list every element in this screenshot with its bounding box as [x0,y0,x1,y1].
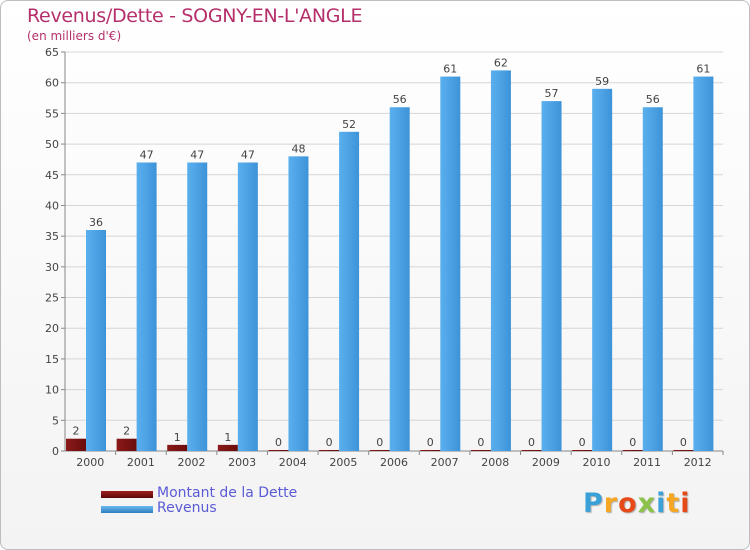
bar-dette [319,450,340,451]
y-tick-label: 20 [45,322,59,335]
logo-letter: o [618,488,638,519]
y-tick-label: 50 [45,138,59,151]
data-label-dette: 0 [629,436,636,449]
data-label-revenus: 52 [342,118,356,131]
x-tick-label: 2009 [532,456,560,469]
bar-dette [470,450,491,451]
x-tick-label: 2002 [178,456,206,469]
legend-swatch-revenus [101,506,153,513]
data-label-revenus: 47 [190,148,204,161]
bar-revenus [288,156,309,451]
y-tick-label: 30 [45,261,59,274]
y-tick-label: 60 [45,77,59,90]
data-label-dette: 0 [579,436,586,449]
x-tick-label: 2010 [582,456,610,469]
chart-subtitle: (en milliers d'€) [27,29,122,43]
y-tick-label: 5 [52,414,59,427]
bar-revenus [592,88,613,451]
bar-revenus [490,70,511,452]
bar-revenus [389,107,410,451]
bar-dette [572,450,593,451]
y-tick-label: 15 [45,353,59,366]
data-label-dette: 0 [376,436,383,449]
data-label-dette: 0 [680,436,687,449]
logo-letter: P [583,488,604,519]
bar-dette [116,438,137,451]
data-label-dette: 1 [174,431,181,444]
bar-dette [268,450,289,451]
logo-letter: r [603,488,619,519]
data-label-revenus: 61 [696,63,710,76]
data-label-dette: 0 [275,436,282,449]
bar-revenus [693,76,714,452]
y-tick-label: 0 [52,445,59,458]
y-tick-label: 45 [45,169,59,182]
x-tick-label: 2006 [380,456,408,469]
bar-revenus [541,101,562,451]
x-tick-label: 2005 [329,456,357,469]
y-tick-label: 10 [45,384,59,397]
y-tick-label: 65 [45,46,59,59]
x-tick-label: 2012 [684,456,712,469]
bar-revenus [642,107,663,451]
x-tick-label: 2007 [431,456,459,469]
x-tick-label: 2003 [228,456,256,469]
y-tick-label: 40 [45,199,59,212]
y-tick-label: 55 [45,107,59,120]
data-label-dette: 0 [427,436,434,449]
data-label-dette: 2 [73,425,80,438]
logo-letter: i [680,488,691,519]
x-tick-label: 2000 [76,456,104,469]
data-label-revenus: 47 [241,148,255,161]
data-label-revenus: 61 [443,63,457,76]
data-label-revenus: 56 [646,93,660,106]
data-label-dette: 0 [326,436,333,449]
bar-revenus [339,131,360,452]
legend-label-dette: Montant de la Dette [157,485,298,501]
bar-revenus [86,230,106,451]
logo-letter: t [666,488,681,519]
bar-dette [369,450,390,451]
proxiti-logo: Proxiti [583,488,691,519]
bar-revenus [237,162,258,451]
data-label-revenus: 59 [595,75,609,88]
bar-revenus [187,162,208,451]
bar-revenus [440,76,461,452]
logo-letter: x [637,488,657,519]
data-label-revenus: 47 [140,148,154,161]
data-label-revenus: 62 [494,56,508,69]
data-label-revenus: 57 [545,87,559,100]
x-tick-label: 2011 [633,456,661,469]
legend-swatch-dette [101,491,153,498]
x-tick-label: 2004 [279,456,307,469]
data-label-dette: 2 [123,425,130,438]
logo-letter: i [656,488,667,519]
x-tick-label: 2008 [481,456,509,469]
data-label-dette: 0 [528,436,535,449]
data-label-dette: 1 [224,431,231,444]
data-label-revenus: 36 [89,216,103,229]
bar-dette [521,450,542,451]
bar-dette [66,438,86,451]
y-tick-label: 35 [45,230,59,243]
chart-title: Revenus/Dette - SOGNY-EN-L'ANGLE [27,5,363,27]
data-label-revenus: 56 [393,93,407,106]
bar-dette [673,450,694,451]
data-label-revenus: 48 [291,142,305,155]
data-label-dette: 0 [477,436,484,449]
bar-dette [167,444,188,451]
y-tick-label: 25 [45,292,59,305]
bar-revenus [136,162,157,451]
legend-label-revenus: Revenus [157,500,217,516]
bar-dette [217,444,238,451]
x-tick-label: 2001 [127,456,155,469]
bar-dette [622,450,643,451]
bar-dette [420,450,441,451]
